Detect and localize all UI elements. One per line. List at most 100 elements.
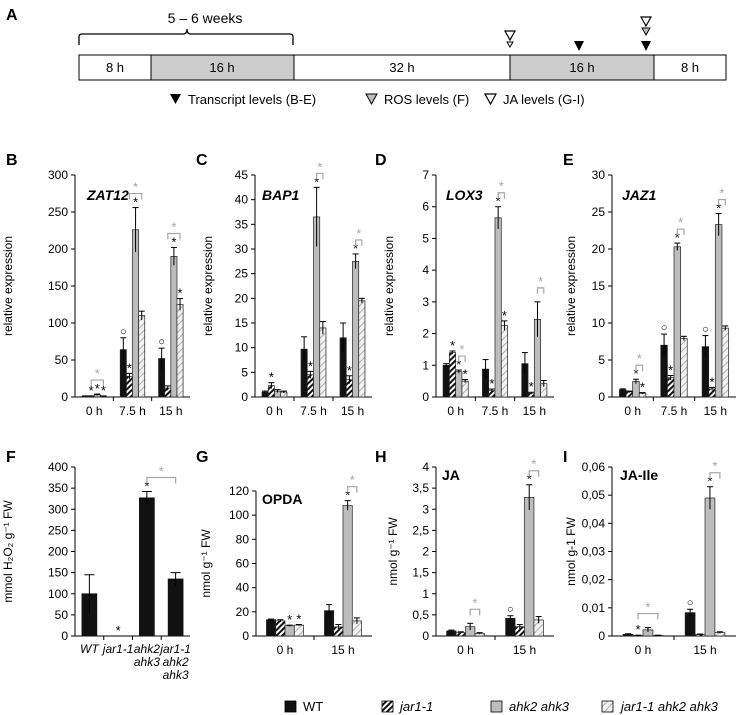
x-tick-label: 7.5 h <box>119 404 146 418</box>
zat12-expression-chart: B 0 50 100 150 200 250 300 relative expression ZA… <box>1 152 190 418</box>
wt-difference-mark: ○ <box>507 604 514 616</box>
significance-bracket <box>167 232 181 240</box>
y-tick-label: 30 <box>592 168 606 182</box>
bar-wt <box>266 619 277 637</box>
x-tick-label: 0 h <box>457 643 474 657</box>
bracket-label: * <box>499 179 504 194</box>
chart-title: BAP1 <box>262 187 300 203</box>
bar-ros <box>167 578 184 637</box>
significance-mark: * <box>529 379 534 394</box>
significance-mark: * <box>527 472 532 487</box>
significance-mark: * <box>716 200 721 215</box>
significance-mark: * <box>633 366 638 381</box>
bracket-label: * <box>350 473 355 488</box>
y-tick-label: 40 <box>236 581 250 595</box>
y-tick-label: 10 <box>592 316 606 330</box>
x-tick-label: 0 h <box>635 643 652 657</box>
y-tick-label: 3 <box>422 502 429 516</box>
significance-mark: * <box>171 235 176 250</box>
y-axis-label: nmol g⁻¹ FW <box>199 529 213 598</box>
legend-swatch-jarahk <box>601 700 614 713</box>
bar-jar1 <box>275 620 286 637</box>
y-tick-label: 25 <box>592 205 606 219</box>
timeline-panel: A 5 – 6 weeks 8 h 16 h 32 h 16 h 8 h Tra… <box>6 7 727 107</box>
transcript-marker-icon <box>574 41 584 51</box>
significance-bracket <box>355 239 363 246</box>
y-axis-label: relative expression <box>1 236 15 336</box>
bar-jarahk <box>176 304 184 398</box>
legend-label-jarahk: jar1-1 ahk2 ahk3 <box>619 699 719 714</box>
y-tick-label: 250 <box>48 205 68 219</box>
significance-mark: * <box>636 622 641 637</box>
x-tick-label: 15 h <box>159 404 182 418</box>
chart-title: JA <box>442 467 460 483</box>
timeline-segment-3 <box>293 54 511 81</box>
ros-legend-icon <box>365 93 378 106</box>
x-tick-label: jar1-1 <box>101 642 134 656</box>
x-tick-label: 7.5 h <box>661 404 688 418</box>
y-tick-label: 0 <box>422 629 429 643</box>
bar-ahk <box>352 260 360 398</box>
bar-ahk <box>342 505 353 637</box>
significance-bracket <box>146 476 177 484</box>
bar-jar1 <box>667 377 675 398</box>
significance-mark: * <box>347 363 352 378</box>
significance-mark: * <box>640 380 645 395</box>
significance-mark: * <box>353 241 358 256</box>
y-axis-label: relative expression <box>382 236 396 336</box>
bracket-label: * <box>159 464 164 479</box>
y-tick-label: 3 <box>422 295 429 309</box>
bar-jar1 <box>126 375 133 398</box>
significance-mark: * <box>133 195 138 210</box>
ja-legend-label: JA levels (G-I) <box>503 92 585 107</box>
x-tick-label: ahk3 <box>134 655 160 669</box>
bar-jarahk <box>500 325 508 398</box>
y-tick-label: 400 <box>48 460 68 474</box>
significance-mark: * <box>308 358 313 373</box>
legend-label-ahk: ahk2 ahk3 <box>509 699 570 714</box>
bap1-expression-chart: C 0 5 10 15 20 25 30 35 40 45 relative expression BA… <box>196 152 372 418</box>
y-tick-label: 0 <box>61 390 68 404</box>
y-tick-label: 5 <box>241 365 248 379</box>
bar-jarahk <box>358 300 366 398</box>
y-tick-label: 300 <box>48 168 68 182</box>
panel-letter: D <box>375 152 387 169</box>
y-tick-label: 300 <box>48 502 68 516</box>
significance-bracket <box>637 612 659 620</box>
y-tick-label: 200 <box>48 242 68 256</box>
y-tick-label: 2,5 <box>412 523 429 537</box>
ja-legend-icon <box>483 93 498 106</box>
significance-mark: * <box>707 474 712 489</box>
y-tick-label: 0,01 <box>582 601 606 615</box>
ja-marker-icon <box>503 30 517 42</box>
panel-letter: I <box>563 449 567 466</box>
y-tick-label: 15 <box>235 316 249 330</box>
x-tick-label: ahk3 <box>163 668 189 682</box>
bracket-label: * <box>719 185 724 200</box>
bar-jarahk <box>461 380 469 398</box>
transcript-legend-label: Transcript levels (B-E) <box>188 92 316 107</box>
y-tick-label: 60 <box>236 557 250 571</box>
chart-title: OPDA <box>262 491 302 507</box>
significance-bracket <box>536 287 545 294</box>
significance-mark: * <box>95 381 100 396</box>
x-tick-label: ahk2 <box>163 655 189 669</box>
y-tick-label: 1,5 <box>412 566 429 580</box>
y-axis-label: relative expression <box>201 236 215 336</box>
panel-letter: G <box>196 449 208 466</box>
y-tick-label: 5 <box>422 231 429 245</box>
significance-mark: * <box>456 357 461 372</box>
bar-ahk <box>284 625 295 637</box>
y-tick-label: 0,06 <box>582 460 606 474</box>
y-tick-label: 30 <box>235 242 249 256</box>
significance-bracket <box>316 172 324 180</box>
bar-ahk <box>524 497 535 637</box>
panel-letter-a: A <box>6 7 18 24</box>
bracket-label: * <box>637 351 642 366</box>
y-tick-label: 5 <box>598 353 605 367</box>
y-tick-label: 4 <box>422 460 429 474</box>
bar-jarahk <box>319 327 327 398</box>
x-tick-label: 7.5 h <box>300 404 327 418</box>
bar-ros <box>139 497 155 637</box>
